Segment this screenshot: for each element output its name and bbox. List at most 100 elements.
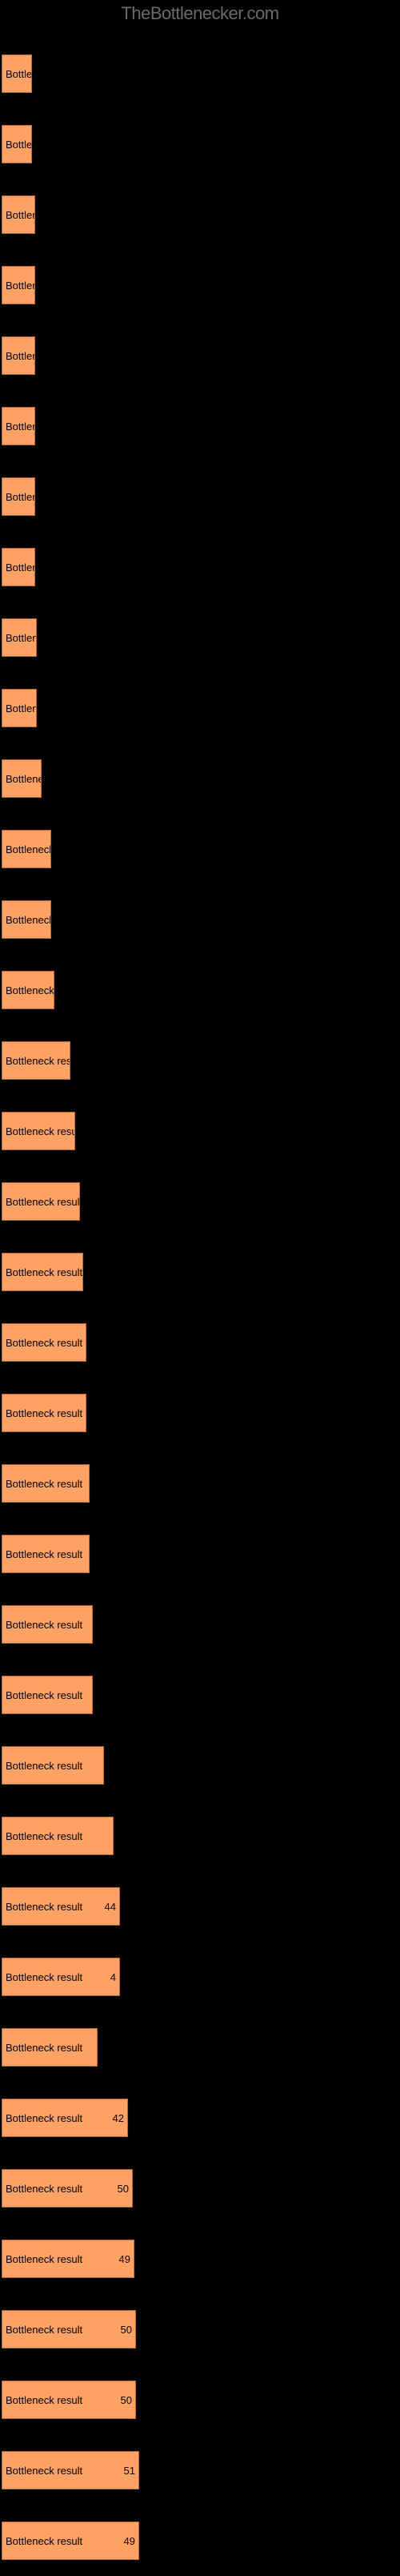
bar-value: 49 xyxy=(124,2535,135,2547)
bar-label: Bottleneck result xyxy=(6,1478,82,1490)
bar: Bottleneck result 50 xyxy=(2,2169,133,2208)
bar-label: Bottleneck xyxy=(6,561,35,574)
bar: Bottleneck xyxy=(2,54,32,93)
bar: Bottleneck result xyxy=(2,1605,93,1644)
bar: Bottleneck result xyxy=(2,1323,86,1362)
bar-label: Bottleneck xyxy=(6,209,35,221)
bar: Bottleneck result xyxy=(2,2028,98,2067)
bar-label: Bottleneck xyxy=(6,350,35,362)
bar-label: Bottleneck xyxy=(6,491,35,503)
bar: Bottleneck xyxy=(2,477,35,516)
bar: Bottleneck re xyxy=(2,830,51,868)
bar: Bottleneck re xyxy=(2,900,51,939)
bar-value: 50 xyxy=(121,2324,132,2336)
bar-label: Bottleneck result xyxy=(6,1337,82,1349)
bar-row: Bottleneck result 49 xyxy=(2,2224,400,2294)
bar-label: Bottleneck result xyxy=(6,1830,82,1842)
bar-value: 50 xyxy=(118,2183,129,2195)
bar-label: Bottleneck result xyxy=(6,2535,82,2547)
bar-row: Bottleneck xyxy=(2,461,400,532)
bar-label: Bottleneck xyxy=(6,421,35,433)
bar-label: Bottleneck xyxy=(6,68,32,80)
bar-value: 51 xyxy=(124,2465,135,2477)
bar-row: Bottleneck result 50 xyxy=(2,2294,400,2365)
bar: Bottleneck result4 xyxy=(2,1958,120,1996)
bar-label: Bottleneck xyxy=(6,632,37,644)
bar-label: Bottleneck re xyxy=(6,914,51,926)
bar: Bottleneck xyxy=(2,759,42,798)
bar: Bottleneck result xyxy=(2,1746,104,1785)
bar-row: Bottleneck xyxy=(2,673,400,743)
bar-row: Bottleneck result xyxy=(2,1730,400,1801)
bar-row: Bottleneck xyxy=(2,602,400,673)
bar-row: Bottleneck result 49 xyxy=(2,2506,400,2576)
bar-row: Bottleneck xyxy=(2,250,400,320)
bar-row: Bottleneck result4 xyxy=(2,1942,400,2012)
bar: Bottleneck xyxy=(2,266,35,304)
bar-label: Bottleneck xyxy=(6,280,35,292)
bar-value: 4 xyxy=(110,1971,116,1983)
bar-label: Bottleneck result xyxy=(6,2183,82,2195)
bar: Bottleneck result xyxy=(2,1112,75,1150)
bar: Bottleneck result51 xyxy=(2,2451,139,2489)
bar-row: Bottleneck result xyxy=(2,1660,400,1730)
bar-row: Bottleneck result50 xyxy=(2,2365,400,2435)
bar-row: Bottleneck result xyxy=(2,1237,400,1307)
bar-label: Bottleneck result xyxy=(6,1055,70,1067)
bar: Bottleneck xyxy=(2,195,35,234)
bar-label: Bottleneck result xyxy=(6,1760,82,1772)
bar-label: Bottleneck result xyxy=(6,2253,82,2265)
bar: Bottleneck result xyxy=(2,1394,86,1432)
bar-row: Bottleneck result51 xyxy=(2,2435,400,2506)
bar-row: Bottleneck re xyxy=(2,884,400,955)
bar: Bottleneck result xyxy=(2,1817,114,1855)
bar-row: Bottleneck result xyxy=(2,1096,400,1166)
bottleneck-chart: Bottleneck Bottleneck Bottleneck Bottleneck… xyxy=(0,38,400,2576)
bar-row: Bottleneck xyxy=(2,109,400,179)
bar-row: Bottleneck result42 xyxy=(2,2083,400,2153)
bar: Bottleneck re xyxy=(2,971,54,1009)
bar-row: Bottleneck xyxy=(2,532,400,602)
bar-row: Bottleneck result44 xyxy=(2,1871,400,1942)
bar-label: Bottleneck xyxy=(6,773,42,785)
bar-row: Bottleneck result xyxy=(2,1589,400,1660)
bar: Bottleneck result xyxy=(2,1676,93,1714)
bar-row: Bottleneck xyxy=(2,179,400,250)
bar: Bottleneck result xyxy=(2,1464,90,1503)
bar-label: Bottleneck result xyxy=(6,1125,75,1137)
bar: Bottleneck result50 xyxy=(2,2381,136,2419)
bar-label: Bottleneck result xyxy=(6,1689,82,1701)
bar-row: Bottleneck result 50 xyxy=(2,2153,400,2224)
bar-value: 44 xyxy=(105,1901,116,1913)
bar-row: Bottleneck result xyxy=(2,1519,400,1589)
bar-row: Bottleneck result xyxy=(2,1166,400,1237)
bar: Bottleneck result44 xyxy=(2,1887,120,1926)
bar: Bottleneck result 49 xyxy=(2,2522,139,2560)
bar: Bottleneck result xyxy=(2,1182,80,1221)
bar: Bottleneck result 49 xyxy=(2,2240,134,2278)
bar-label: Bottleneck result xyxy=(6,1266,82,1278)
bar-label: Bottleneck xyxy=(6,702,37,714)
bar-label: Bottleneck xyxy=(6,139,32,151)
bar-value: 42 xyxy=(113,2112,124,2124)
bar-row: Bottleneck xyxy=(2,320,400,391)
bar: Bottleneck xyxy=(2,125,32,163)
bar-row: Bottleneck result xyxy=(2,1801,400,1871)
bar-value: 49 xyxy=(119,2253,130,2265)
bar-label: Bottleneck result xyxy=(6,2324,82,2336)
bar-row: Bottleneck xyxy=(2,38,400,109)
bar: Bottleneck xyxy=(2,618,37,657)
bar-label: Bottleneck result xyxy=(6,2042,82,2054)
bar-row: Bottleneck xyxy=(2,743,400,814)
bar-label: Bottleneck re xyxy=(6,984,54,996)
bar-label: Bottleneck result xyxy=(6,1196,80,1208)
bar-label: Bottleneck re xyxy=(6,843,51,855)
bar: Bottleneck xyxy=(2,336,35,375)
bar-row: Bottleneck result xyxy=(2,1025,400,1096)
bar: Bottleneck result xyxy=(2,1253,83,1291)
bar: Bottleneck result xyxy=(2,1535,90,1573)
bar: Bottleneck xyxy=(2,407,35,445)
bar: Bottleneck xyxy=(2,548,35,586)
bar-row: Bottleneck re xyxy=(2,814,400,884)
bar-label: Bottleneck result xyxy=(6,2394,82,2406)
